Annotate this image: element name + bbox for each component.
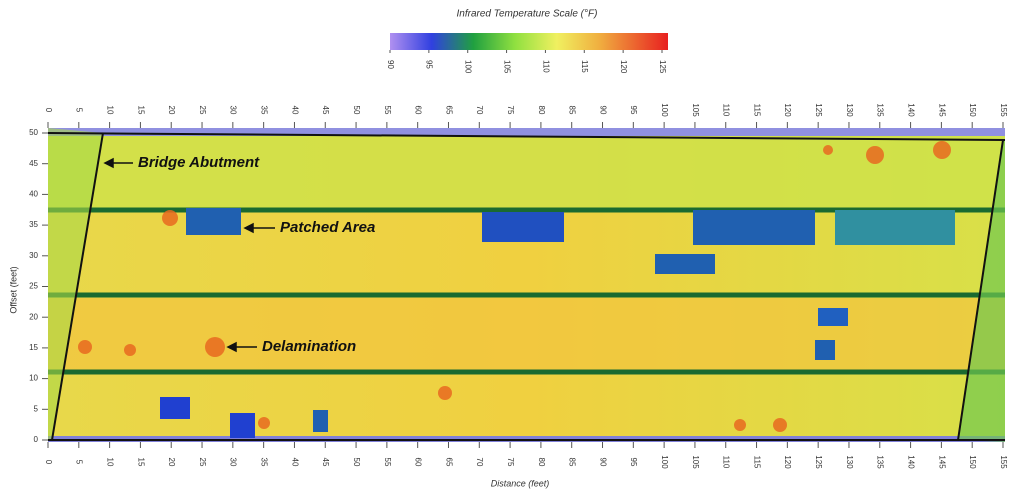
y-tick-label: 10 — [29, 374, 38, 383]
scale-tick-label: 95 — [425, 60, 434, 69]
x-tick-label: 20 — [167, 458, 176, 467]
y-tick-label: 45 — [29, 159, 38, 168]
x-tick-label: 30 — [229, 106, 238, 115]
x-tick-label: 135 — [876, 103, 885, 117]
x-tick-label: 15 — [136, 458, 145, 467]
y-tick-label: 35 — [29, 220, 38, 229]
x-tick-label: 25 — [198, 106, 207, 115]
x-tick-label: 125 — [814, 103, 823, 117]
x-tick-label: 30 — [229, 458, 238, 467]
thermal-image — [48, 128, 1005, 442]
y-tick-label: 30 — [29, 251, 38, 260]
x-tick-label: 120 — [783, 455, 792, 469]
scale-tick-label: 120 — [619, 60, 628, 74]
x-tick-label: 50 — [352, 458, 361, 467]
x-tick-label: 55 — [383, 106, 392, 115]
x-tick-label: 145 — [937, 103, 946, 117]
x-tick-label: 95 — [629, 106, 638, 115]
scale-tick-label: 115 — [580, 60, 589, 73]
x-tick-label: 135 — [876, 455, 885, 469]
x-tick-label: 10 — [106, 458, 115, 467]
scale-title: Infrared Temperature Scale (°F) — [457, 9, 598, 20]
x-tick-label: 155 — [999, 103, 1008, 117]
x-tick-label: 60 — [414, 458, 423, 467]
x-tick-label: 25 — [198, 458, 207, 467]
x-tick-label: 125 — [814, 455, 823, 469]
x-tick-label: 0 — [44, 460, 53, 465]
x-tick-label: 115 — [752, 104, 761, 117]
x-tick-label: 140 — [906, 455, 915, 469]
x-tick-label: 95 — [629, 458, 638, 467]
x-tick-label: 90 — [598, 106, 607, 115]
y-tick-label: 5 — [34, 404, 39, 413]
x-tick-label: 35 — [260, 106, 269, 115]
scale-tick-label: 90 — [386, 60, 395, 69]
x-tick-label: 100 — [660, 455, 669, 469]
color-scale — [390, 33, 668, 50]
x-tick-label: 90 — [598, 458, 607, 467]
y-tick-label: 20 — [29, 312, 38, 321]
x-tick-label: 130 — [845, 455, 854, 469]
scale-tick-label: 100 — [464, 60, 473, 74]
x-tick-label: 140 — [906, 103, 915, 117]
x-tick-label: 45 — [321, 106, 330, 115]
x-tick-label: 40 — [290, 458, 299, 467]
x-tick-label: 145 — [937, 455, 946, 469]
x-tick-label: 80 — [537, 106, 546, 115]
x-tick-label: 70 — [475, 106, 484, 115]
x-tick-label: 55 — [383, 458, 392, 467]
scale-tick-label: 110 — [541, 60, 550, 73]
x-tick-label: 150 — [968, 455, 977, 469]
x-tick-label: 155 — [999, 455, 1008, 469]
scale-tick-label: 125 — [658, 60, 667, 74]
x-tick-label: 85 — [568, 106, 577, 115]
y-tick-label: 15 — [29, 343, 38, 352]
x-tick-label: 100 — [660, 103, 669, 117]
x-tick-label: 35 — [260, 458, 269, 467]
x-tick-label: 80 — [537, 458, 546, 467]
x-tick-label: 15 — [136, 106, 145, 115]
x-tick-label: 75 — [506, 458, 515, 467]
x-tick-label: 120 — [783, 103, 792, 117]
annotation: Bridge Abutment — [138, 154, 260, 171]
x-tick-label: 70 — [475, 458, 484, 467]
x-tick-label: 130 — [845, 103, 854, 117]
y-tick-label: 50 — [29, 128, 38, 137]
x-tick-label: 0 — [44, 108, 53, 113]
x-tick-label: 10 — [106, 106, 115, 115]
x-tick-label: 110 — [722, 456, 731, 469]
annotation: Patched Area — [280, 219, 375, 236]
x-tick-label: 5 — [75, 460, 84, 465]
x-tick-label: 20 — [167, 106, 176, 115]
x-tick-label: 115 — [752, 456, 761, 469]
x-tick-label: 50 — [352, 106, 361, 115]
x-tick-label: 45 — [321, 458, 330, 467]
x-tick-label: 65 — [444, 106, 453, 115]
y-tick-label: 25 — [29, 282, 38, 291]
y-axis-label: Offset (feet) — [8, 266, 18, 313]
x-tick-label: 60 — [414, 106, 423, 115]
x-tick-label: 40 — [290, 106, 299, 115]
x-tick-label: 105 — [691, 455, 700, 469]
scale-tick-label: 105 — [502, 60, 511, 74]
x-axis-label: Distance (feet) — [491, 478, 550, 488]
x-tick-label: 105 — [691, 103, 700, 117]
x-tick-label: 75 — [506, 106, 515, 115]
y-tick-label: 40 — [29, 190, 38, 199]
annotation: Delamination — [262, 338, 356, 355]
x-tick-label: 150 — [968, 103, 977, 117]
x-tick-label: 110 — [722, 104, 731, 117]
page: Infrared Temperature Scale (°F) — [0, 0, 1019, 493]
x-tick-label: 5 — [75, 108, 84, 113]
y-tick-label: 0 — [34, 435, 39, 444]
x-tick-label: 85 — [568, 458, 577, 467]
x-tick-label: 65 — [444, 458, 453, 467]
